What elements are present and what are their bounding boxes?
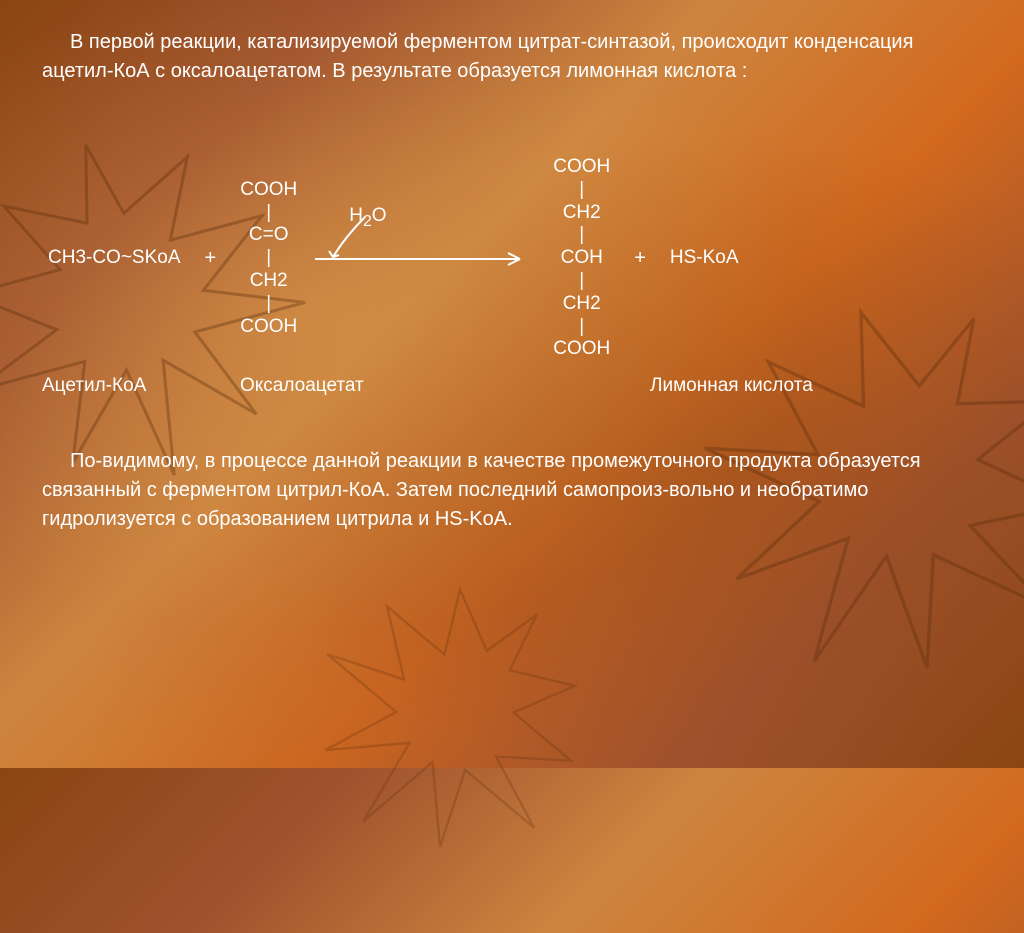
reactant-oxaloacetate: COOH | C=O | CH2 | COOH [240,179,297,339]
formula-text: CH3-CO~SKoA [48,247,181,270]
formula-line: COOH [553,338,610,361]
formula-line: | [240,293,297,316]
chemical-reaction: CH3-CO~SKoA + COOH | C=O | CH2 | COOH H2… [48,156,982,361]
paragraph-conclusion: По-видимому, в процессе данной реакции в… [42,447,982,534]
paragraph-intro: В первой реакции, катализируемой фермент… [42,28,982,86]
formula-line: | [553,179,610,202]
formula-line: C=O [240,224,297,247]
formula-line: CH2 [553,202,610,225]
label-oxaloacetate: Оксалоацетат [240,375,410,397]
formula-line: COOH [240,179,297,202]
formula-line: CH2 [553,293,610,316]
plus-sign: + [628,247,652,270]
label-citric: Лимонная кислота [650,375,813,397]
product-citric-acid: COOH | CH2 | COH | CH2 | COOH [553,156,610,361]
formula-line: | [240,247,297,270]
formula-line: COH [553,247,610,270]
reaction-labels: Ацетил-КоА Оксалоацетат Лимонная кислота [42,375,982,397]
formula-line: | [553,224,610,247]
formula-line: CH2 [240,270,297,293]
formula-line: | [553,270,610,293]
formula-line: | [240,202,297,225]
label-acetyl: Ацетил-КоА [42,375,210,397]
water-label: H2O [349,205,386,231]
product-hs-koa: HS-KoA [670,247,739,270]
slide-content: В первой реакции, катализируемой фермент… [0,0,1024,768]
plus-sign: + [199,247,223,270]
reactant-acetyl-coa: CH3-CO~SKoA [48,247,181,270]
formula-line: COOH [553,156,610,179]
reaction-arrow: H2O [315,229,535,289]
formula-line: | [553,316,610,339]
formula-line: COOH [240,316,297,339]
formula-text: HS-KoA [670,247,739,270]
